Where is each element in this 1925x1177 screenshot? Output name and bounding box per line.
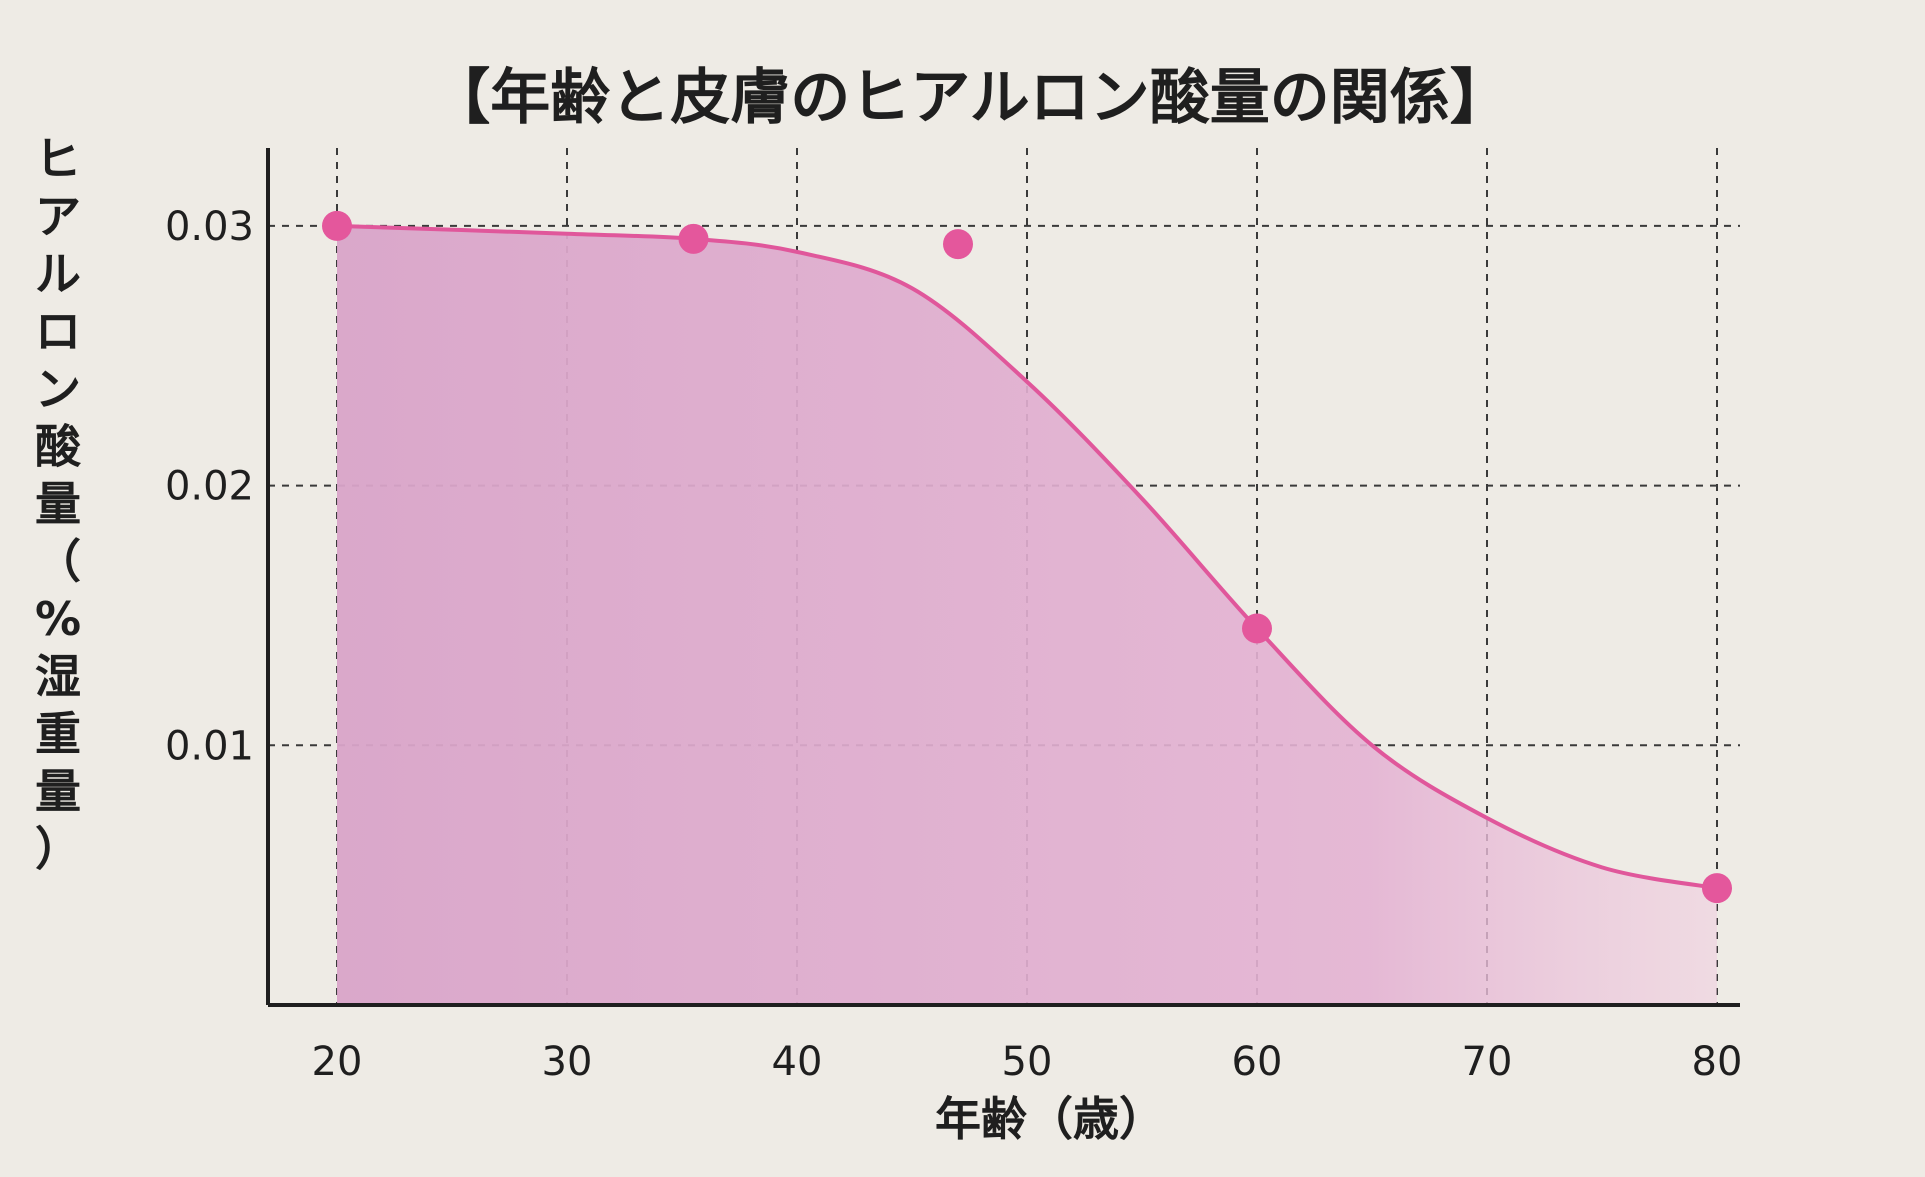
x-tick-label: 60 (1232, 1039, 1283, 1085)
x-tick-label: 20 (312, 1039, 363, 1085)
x-tick-label: 80 (1692, 1039, 1743, 1085)
data-point (322, 210, 352, 241)
area-fill (337, 225, 1717, 1006)
y-tick-label: 0.01 (165, 723, 254, 769)
x-tick-label: 70 (1462, 1039, 1513, 1085)
x-tick-label: 30 (542, 1039, 593, 1085)
chart-title: 【年齢と皮膚のヒアルロン酸量の関係】 (430, 63, 1509, 133)
x-axis-label: 年齢（歳） (935, 1092, 1165, 1146)
data-point (943, 229, 973, 260)
y-tick-labels: 0.01 0.02 0.03 (165, 204, 254, 769)
data-points (322, 210, 1732, 904)
x-tick-label: 40 (772, 1039, 823, 1085)
y-tick-label: 0.03 (165, 204, 254, 250)
y-tick-label: 0.02 (165, 464, 254, 510)
data-point (678, 223, 709, 254)
x-tick-label: 50 (1002, 1039, 1053, 1085)
x-tick-labels: 20 30 40 50 60 70 80 (312, 1039, 1743, 1085)
data-point (1242, 613, 1272, 644)
data-point (1702, 873, 1732, 904)
series-line (336, 223, 1718, 891)
y-axis-label: ヒアルロン酸量（%湿重量） (35, 132, 82, 876)
